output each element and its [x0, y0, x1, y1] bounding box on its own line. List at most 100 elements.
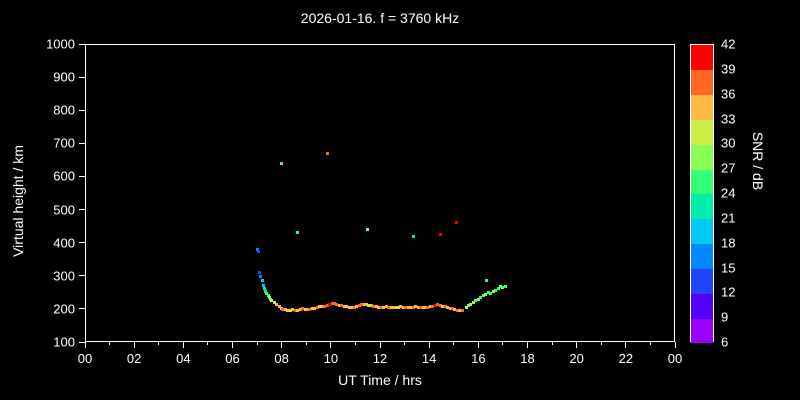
data-point	[404, 306, 408, 310]
data-point	[406, 306, 410, 310]
x-major-tick	[232, 342, 233, 348]
data-point	[325, 304, 329, 308]
data-point	[283, 308, 287, 312]
data-point	[471, 301, 475, 305]
colorbar-tick-label: 9	[721, 309, 729, 325]
x-tick-label: 22	[618, 351, 634, 366]
data-point	[484, 292, 488, 296]
colorbar-tick-label: 33	[721, 111, 736, 126]
data-point	[384, 305, 388, 309]
data-point	[355, 305, 359, 309]
x-tick-label: 20	[569, 351, 584, 366]
x-minor-tick	[354, 342, 356, 345]
x-tick-label: 00	[77, 351, 93, 366]
data-point	[454, 221, 458, 225]
data-point	[340, 304, 344, 308]
plot-area	[85, 44, 675, 342]
y-major-tick	[79, 242, 85, 244]
x-tick-label: 08	[274, 351, 289, 366]
data-point	[441, 304, 445, 308]
data-point	[379, 306, 383, 310]
data-point	[265, 292, 269, 296]
data-point	[491, 290, 495, 294]
x-minor-tick	[207, 342, 209, 345]
data-point	[318, 305, 322, 309]
data-point	[394, 306, 398, 310]
y-tick-label: 700	[53, 135, 75, 151]
y-tick-label: 800	[53, 102, 75, 118]
colorbar-tick-label: 24	[721, 185, 736, 201]
y-major-tick	[79, 109, 85, 111]
y-tick-label: 400	[53, 235, 75, 251]
data-point	[501, 286, 505, 290]
x-major-tick	[674, 342, 676, 348]
x-major-tick	[133, 342, 135, 348]
x-tick-label: 10	[323, 351, 339, 366]
data-point	[448, 306, 452, 310]
chart-title: 2026-01-16. f = 3760 kHz	[300, 10, 460, 26]
data-point	[485, 279, 489, 283]
colorbar-tick-label: 39	[721, 61, 736, 77]
data-point	[498, 285, 502, 289]
data-point	[305, 308, 309, 312]
data-point	[438, 232, 442, 236]
data-point	[269, 297, 273, 301]
data-point	[366, 227, 370, 231]
data-point	[436, 303, 440, 307]
data-point	[469, 302, 473, 306]
colorbar-tick-label: 15	[721, 260, 736, 275]
data-point	[460, 308, 464, 312]
y-major-tick	[79, 175, 85, 177]
colorbar-tick-label: 30	[721, 135, 736, 151]
data-point	[426, 305, 430, 309]
data-point	[266, 294, 270, 298]
data-point	[258, 270, 262, 274]
data-point	[409, 306, 413, 310]
x-major-tick	[84, 342, 86, 348]
data-point	[451, 307, 455, 311]
data-point	[474, 299, 478, 303]
data-point	[260, 279, 264, 283]
data-point	[272, 301, 276, 305]
x-tick-label: 06	[225, 351, 240, 366]
data-point	[333, 302, 337, 306]
data-point	[467, 304, 470, 308]
y-major-tick	[79, 142, 85, 144]
data-point	[325, 152, 329, 156]
data-point	[392, 306, 396, 310]
data-point	[350, 306, 354, 310]
data-point	[323, 305, 327, 309]
data-point	[345, 305, 349, 309]
colorbar-band	[691, 69, 713, 96]
colorbar-band	[691, 293, 713, 319]
y-major-tick	[79, 341, 85, 343]
data-point	[264, 289, 268, 293]
data-point	[433, 304, 437, 308]
x-major-tick	[576, 342, 578, 348]
data-point	[337, 303, 341, 307]
colorbar	[690, 44, 714, 344]
x-minor-tick	[256, 342, 258, 345]
data-point	[369, 304, 373, 308]
data-point	[330, 302, 334, 306]
x-major-tick	[477, 342, 479, 348]
colorbar-band	[691, 243, 713, 269]
data-point	[301, 307, 305, 311]
x-major-tick	[428, 342, 430, 348]
x-tick-label: 16	[471, 351, 486, 366]
data-point	[423, 306, 427, 310]
x-tick-label: 18	[520, 351, 535, 366]
colorbar-tick-label: 27	[721, 160, 736, 176]
data-point	[443, 305, 447, 309]
x-minor-tick	[158, 342, 160, 345]
y-axis-label: Virtual height / km	[10, 145, 26, 257]
x-minor-tick	[600, 342, 602, 345]
colorbar-tick-label: 18	[721, 235, 736, 251]
data-point	[308, 307, 312, 311]
data-point	[401, 305, 405, 309]
y-tick-label: 500	[53, 202, 75, 218]
x-tick-label: 02	[126, 351, 142, 366]
data-point	[446, 306, 450, 310]
colorbar-band	[691, 45, 713, 71]
